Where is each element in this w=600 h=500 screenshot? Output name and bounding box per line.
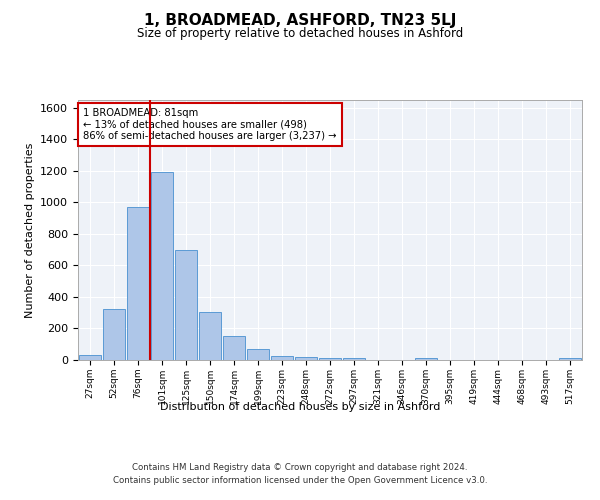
- Bar: [415, 358, 437, 360]
- Bar: [295, 357, 317, 360]
- Text: Contains HM Land Registry data © Crown copyright and database right 2024.: Contains HM Land Registry data © Crown c…: [132, 462, 468, 471]
- Text: 1, BROADMEAD, ASHFORD, TN23 5LJ: 1, BROADMEAD, ASHFORD, TN23 5LJ: [144, 12, 456, 28]
- Text: Distribution of detached houses by size in Ashford: Distribution of detached houses by size …: [160, 402, 440, 412]
- Bar: [247, 349, 269, 360]
- Bar: [223, 336, 245, 360]
- Bar: [199, 312, 221, 360]
- Bar: [343, 358, 365, 360]
- Text: Size of property relative to detached houses in Ashford: Size of property relative to detached ho…: [137, 28, 463, 40]
- Bar: [151, 172, 173, 360]
- Text: Contains public sector information licensed under the Open Government Licence v3: Contains public sector information licen…: [113, 476, 487, 485]
- Bar: [103, 309, 125, 360]
- Bar: [79, 356, 101, 360]
- Bar: [271, 356, 293, 360]
- Bar: [175, 250, 197, 360]
- Bar: [127, 207, 149, 360]
- Y-axis label: Number of detached properties: Number of detached properties: [25, 142, 35, 318]
- Bar: [319, 358, 341, 360]
- Text: 1 BROADMEAD: 81sqm
← 13% of detached houses are smaller (498)
86% of semi-detach: 1 BROADMEAD: 81sqm ← 13% of detached hou…: [83, 108, 337, 141]
- Bar: [559, 358, 581, 360]
